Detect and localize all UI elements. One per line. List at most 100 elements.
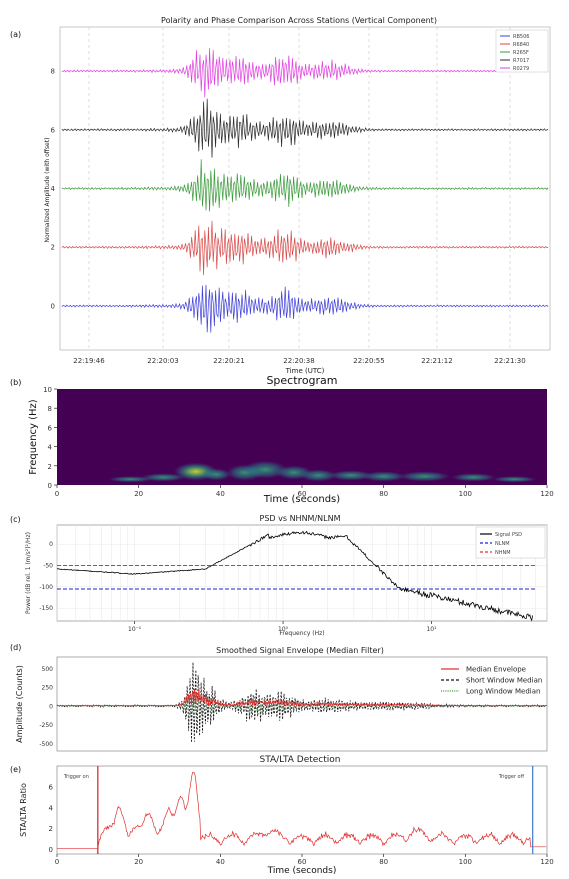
chart-c-series: [56, 530, 536, 622]
spectrogram-energy-9: [451, 473, 496, 482]
x-tick-5: 22:21:12: [421, 357, 452, 365]
y-tick-2: 4: [49, 804, 54, 812]
x-tick-5: 100: [459, 858, 472, 866]
chart-d-y-ticks: -500 -250 0 250 500: [39, 666, 53, 748]
y-tick-2: 4: [51, 185, 56, 193]
chart-d-ylabel: Amplitude (Counts): [15, 665, 24, 743]
x-tick-4: 22:20:55: [353, 357, 384, 365]
chart-c-grid: [56, 525, 548, 621]
chart-c-title: PSD vs NHNM/NLNM: [260, 514, 341, 523]
chart-c-plot-area: [56, 524, 548, 622]
y-tick-3: 250: [42, 685, 54, 692]
legend-label-R7017: R7017: [513, 58, 529, 64]
x-tick-2: 22:20:21: [213, 357, 244, 365]
x-tick-0: 0: [55, 858, 59, 866]
chart-a-ylabel: Normalized Amplitude (with offset): [44, 138, 51, 243]
y-tick-4: 8: [51, 68, 55, 76]
y-tick-0: 0: [51, 302, 55, 310]
chart-a-y-ticks: 0 2 4 6 8: [51, 68, 56, 311]
chart-e-x-ticks: 0 20 40 60 80 100 120: [55, 854, 554, 866]
x-tick-1: 20: [134, 490, 143, 498]
spectrogram-energy-5: [299, 469, 337, 482]
y-tick-2: 0: [49, 703, 53, 710]
spectrogram-energy-11: [108, 476, 153, 483]
x-tick-0: 22:19:46: [73, 357, 105, 365]
x-tick-2: 40: [216, 490, 225, 498]
y-tick-3: 6: [51, 126, 56, 134]
x-tick-6: 120: [540, 858, 553, 866]
y-tick-3: 6: [49, 784, 54, 792]
legend-label-1: Short Window Median: [466, 677, 542, 685]
chart-b-x-ticks: 0 20 40 60 80 100 120: [55, 485, 554, 498]
sta-lta-line: [57, 771, 547, 849]
chart-c-y-ticks: -150 -100 -50 0: [39, 541, 53, 612]
y-tick-2: -50: [43, 563, 53, 570]
chart-e-title: STA/LTA Detection: [259, 755, 340, 765]
legend-label-R265F: R265F: [513, 50, 529, 56]
chart-a-title: Polarity and Phase Comparison Across Sta…: [161, 16, 437, 25]
chart-a-xlabel: Time (UTC): [285, 367, 325, 375]
chart-c-x-ticks: 10⁻¹ 10⁰ 10¹: [128, 621, 437, 633]
spectrogram-energy-8: [398, 471, 451, 482]
legend-label-1: NLNM: [495, 541, 510, 547]
x-tick-5: 100: [459, 490, 472, 498]
y-tick-3: 6: [48, 424, 53, 432]
chart-a-series: [61, 48, 549, 333]
spectrogram-energy-12: [492, 476, 537, 483]
chart-e-ylabel: STA/LTA Ratio: [19, 783, 28, 837]
chart-e-plot-area: [56, 765, 548, 855]
short-window-median-line: [56, 662, 547, 743]
trigger-off-annotation: Trigger off: [498, 774, 525, 780]
x-tick-6: 120: [540, 490, 553, 498]
trace-R265F: [61, 159, 549, 212]
y-tick-1: -250: [39, 722, 53, 729]
panel-label-b: (b): [10, 378, 21, 387]
y-tick-1: 2: [51, 244, 55, 252]
chart-c-legend: Signal PSD NLNM NHNM: [475, 526, 546, 559]
panel-label-a: (a): [10, 30, 21, 39]
y-tick-0: -150: [39, 605, 53, 612]
x-tick-1: 20: [134, 858, 143, 866]
x-tick-6: 22:21:30: [494, 357, 525, 365]
chart-e-y-ticks: 0 2 4 6: [49, 784, 54, 854]
panel-label-d: (d): [10, 643, 21, 652]
chart-a-legend: RB506 R6840 R265F R7017 R0279: [495, 29, 549, 73]
spectrogram-energy-7: [361, 471, 406, 482]
x-tick-3: 60: [298, 490, 307, 498]
y-tick-1: 2: [48, 463, 52, 471]
spectrogram-energy-4: [201, 468, 231, 481]
trace-RB506: [61, 284, 549, 333]
legend-label-0: Signal PSD: [495, 532, 522, 538]
y-tick-4: 8: [48, 405, 52, 413]
x-tick-3: 22:20:38: [283, 357, 314, 365]
spectrogram-energy-6: [328, 470, 374, 481]
legend-label-0: Median Envelope: [466, 666, 526, 674]
legend-label-2: Long Window Median: [466, 688, 540, 696]
chart-a-x-ticks: 22:19:46 22:20:03 22:20:21 22:20:38 22:20:55…: [73, 357, 525, 365]
chart-b-y-ticks: 0 2 4 6 8 10: [43, 386, 57, 490]
x-tick-4: 80: [379, 490, 388, 498]
chart-b-ylabel: Frequency (Hz): [28, 399, 39, 475]
x-tick-3: 60: [298, 858, 307, 866]
legend-label-2: NHNM: [495, 550, 511, 556]
y-tick-2: 4: [48, 444, 53, 452]
y-tick-4: 500: [42, 666, 54, 673]
y-tick-3: 0: [49, 541, 53, 548]
chart-d-legend: Median Envelope Short Window Median Long W…: [441, 666, 542, 696]
legend-label-R0279: R0279: [513, 66, 529, 72]
x-tick-0: 10⁻¹: [128, 626, 142, 633]
x-tick-1: 10⁰: [278, 626, 289, 633]
chart-b-title: Spectrogram: [266, 374, 337, 387]
y-tick-5: 10: [43, 386, 52, 394]
median-envelope-line: [56, 688, 547, 708]
trace-R6840: [61, 220, 549, 276]
x-tick-1: 22:20:03: [147, 357, 178, 365]
x-tick-2: 40: [216, 858, 225, 866]
signal-psd-line: [56, 530, 533, 622]
trigger-on-annotation: Trigger on: [63, 774, 89, 780]
y-tick-1: 2: [49, 825, 53, 833]
chart-b-xlabel: Time (seconds): [263, 494, 340, 505]
chart-d-title: Smoothed Signal Envelope (Median Filter): [216, 646, 384, 655]
legend-label-R6840: R6840: [513, 42, 529, 48]
